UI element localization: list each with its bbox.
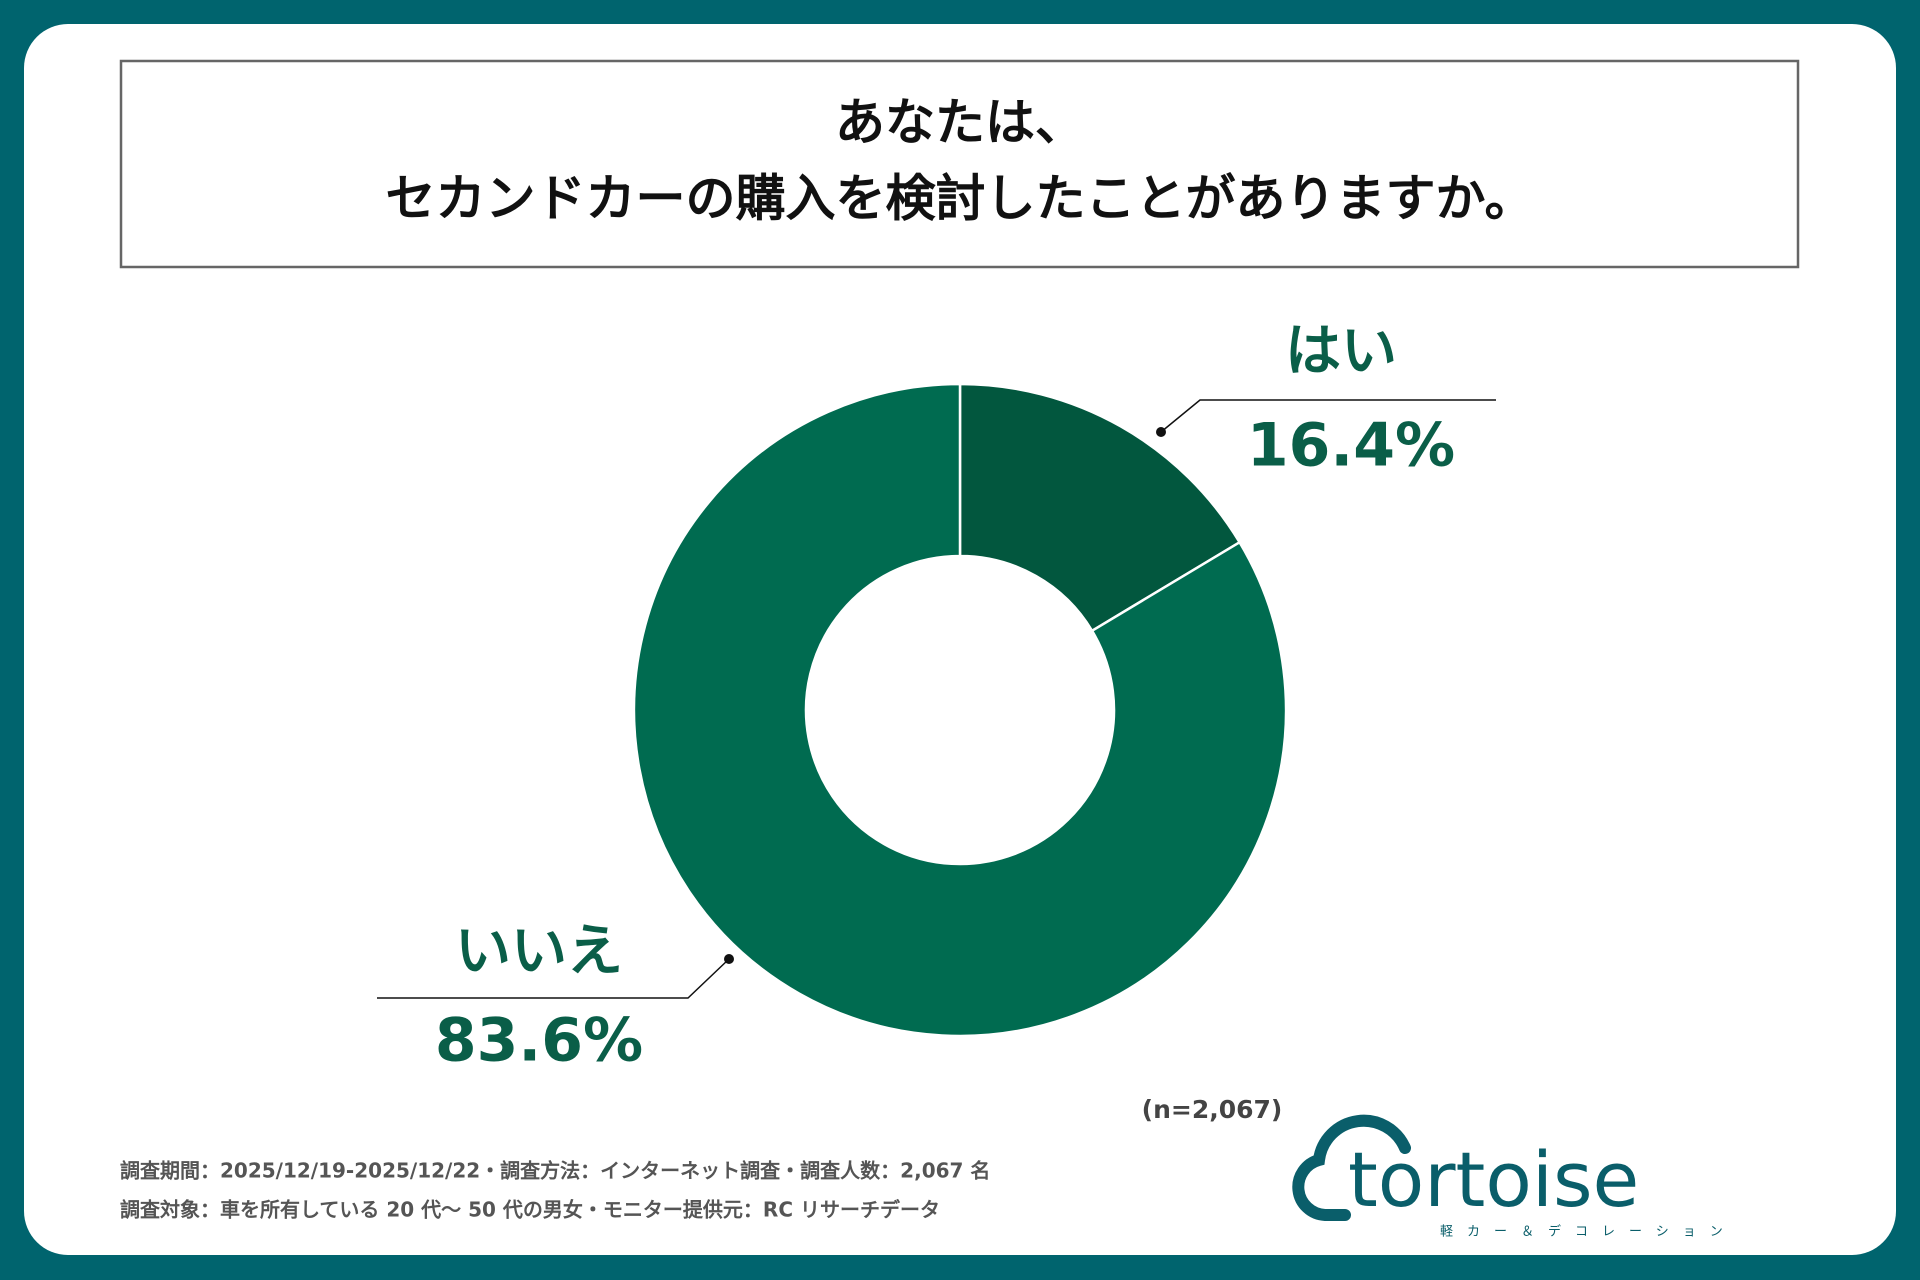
chart-title: あなたは、 bbox=[835, 94, 1085, 152]
logo-tagline: 軽カー＆デコレーション bbox=[1440, 1224, 1737, 1240]
logo-name: tortoise bbox=[1348, 1135, 1639, 1224]
footer-note: 調査対象：車を所有している 20 代〜 50 代の男女・モニター提供元：RC リ… bbox=[120, 1198, 940, 1222]
donut-slice bbox=[958, 382, 1242, 633]
leader-line bbox=[377, 958, 730, 999]
card bbox=[24, 24, 1896, 1255]
logo-icon bbox=[1292, 1114, 1411, 1221]
category-label: いいえ bbox=[455, 919, 623, 984]
leader-line bbox=[1160, 399, 1496, 433]
footer-note: 調査期間：2025/12/19-2025/12/22・調査方法：インターネット調… bbox=[120, 1159, 990, 1183]
logo: tortoise 軽カー＆デコレーション bbox=[1292, 1114, 1737, 1240]
value-label: 16.4% bbox=[1247, 411, 1455, 481]
category-label: はい bbox=[1285, 319, 1397, 384]
value-label: 83.6% bbox=[435, 1006, 643, 1076]
chart-title: セカンドカーの購入を検討したことがありますか。 bbox=[386, 170, 1535, 228]
sample-size: (n=2,067) bbox=[1142, 1095, 1283, 1124]
donut-slice bbox=[632, 382, 1288, 1038]
title-box bbox=[119, 59, 1800, 269]
donut bbox=[632, 382, 1288, 1038]
